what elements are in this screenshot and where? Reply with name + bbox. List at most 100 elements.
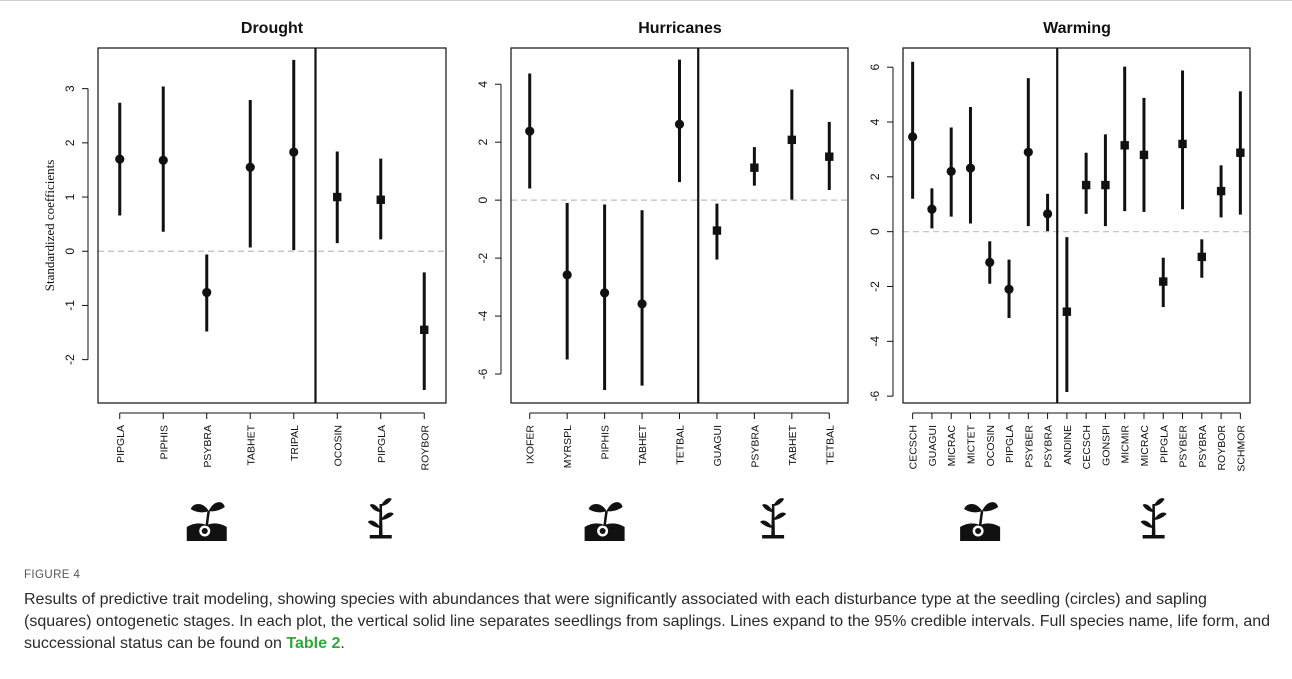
sapling-point — [1178, 139, 1187, 149]
seedling-icon — [186, 502, 227, 541]
table-2-link[interactable]: Table 2 — [286, 635, 341, 652]
sapling-icon — [760, 498, 787, 539]
x-tick-label: TETBAL — [824, 425, 836, 465]
x-tick-label: OCOSIN — [985, 425, 997, 466]
x-tick-label: CECSCH — [908, 425, 920, 469]
sapling-point — [1101, 180, 1110, 190]
seedling-point — [1042, 209, 1053, 219]
x-tick-label: GUAGUI — [712, 425, 724, 466]
y-tick-label: 4 — [868, 118, 882, 125]
sapling-point — [333, 192, 342, 202]
x-tick-label: ROYBOR — [1216, 425, 1228, 471]
x-tick-label: ANDINE — [1062, 425, 1074, 465]
sapling-icon — [1140, 498, 1167, 539]
seedling-point — [908, 132, 918, 142]
seedling-point — [1023, 147, 1033, 157]
sapling-icon — [367, 498, 394, 539]
sapling-point — [1139, 150, 1149, 160]
y-tick-label: 6 — [868, 64, 882, 71]
sapling-point — [1081, 180, 1091, 190]
sapling-point — [376, 195, 385, 204]
x-tick-label: PSYBRA — [202, 425, 214, 468]
y-tick-label: 2 — [476, 139, 490, 146]
sapling-point — [1216, 186, 1226, 196]
x-tick-label: MICRAC — [1139, 425, 1151, 467]
sapling-point — [787, 135, 797, 145]
seedling-icon — [960, 502, 1001, 541]
panel-title: Drought — [241, 20, 304, 37]
y-tick-label: -6 — [868, 390, 882, 401]
plot-frame — [510, 47, 849, 404]
caption-part-1: Results of predictive trait modeling, sh… — [24, 591, 1271, 652]
y-tick-label: -2 — [868, 281, 882, 292]
seedling-point — [985, 257, 995, 267]
x-tick-label: SCHMOR — [1235, 425, 1247, 472]
sapling-point — [1062, 307, 1072, 316]
seedling-point — [245, 162, 255, 172]
y-tick-label: 4 — [476, 81, 490, 88]
panel-title: Hurricanes — [638, 20, 722, 37]
y-tick-label: -2 — [63, 354, 77, 365]
x-tick-label: PSYBRA — [749, 425, 761, 468]
x-tick-label: TETBAL — [675, 425, 687, 465]
y-tick-label: -4 — [476, 310, 490, 321]
plot-frame — [902, 47, 1251, 404]
figure-caption: FIGURE 4 Results of predictive trait mod… — [24, 569, 1274, 655]
x-tick-label: PIPGLA — [115, 425, 127, 463]
y-tick-label: 2 — [868, 173, 882, 180]
sapling-point — [1197, 252, 1207, 262]
sapling-point — [825, 152, 834, 161]
seedling-point — [1004, 284, 1014, 294]
x-tick-label: PIPGLA — [1158, 425, 1170, 463]
y-tick-label: -1 — [63, 300, 77, 311]
seedling-point — [946, 166, 956, 176]
figure-chart: Drought -2 -1 0 1 2 3 Standardized coefficients… — [42, 20, 1251, 541]
seedling-point — [525, 126, 535, 136]
seedling-point — [158, 155, 168, 165]
y-tick-label: -4 — [868, 336, 882, 347]
seedling-point — [674, 119, 685, 129]
seedling-point — [965, 163, 976, 173]
x-tick-label: MICMIR — [1120, 425, 1132, 464]
figure-label: FIGURE 4 — [24, 569, 81, 581]
plot-frame — [97, 47, 447, 404]
caption-text: Results of predictive trait modeling, sh… — [24, 589, 1274, 655]
y-tick-label: 0 — [868, 228, 882, 235]
x-tick-label: PIPGLA — [376, 425, 388, 463]
x-tick-label: MYRSPL — [562, 425, 574, 468]
x-tick-label: PSYBRA — [1043, 425, 1055, 468]
panel-hurricanes: Hurricanes -6 -4 -2 0 2 4 IXOFER MYRSPL PIPHIS TAB… — [476, 20, 849, 541]
x-tick-label: PIPGLA — [1004, 425, 1016, 463]
seedling-point — [637, 299, 647, 309]
seedling-point — [562, 270, 572, 280]
panel-title: Warming — [1043, 20, 1111, 37]
x-tick-label: PSYBER — [1178, 425, 1190, 468]
x-tick-label: PIPHIS — [600, 425, 612, 459]
x-tick-label: TRIPAL — [289, 425, 301, 461]
x-tick-label: MICTET — [965, 424, 977, 464]
y-tick-label: 3 — [63, 85, 77, 92]
x-tick-label: OCOSIN — [332, 425, 344, 466]
x-tick-label: GONSPI — [1100, 425, 1112, 466]
seedling-point — [289, 147, 299, 157]
x-tick-label: CECSCH — [1081, 425, 1093, 469]
y-tick-label: 2 — [63, 139, 77, 146]
x-tick-label: IXOFER — [525, 425, 537, 465]
x-tick-label: ROYBOR — [419, 425, 431, 471]
y-tick-label: 1 — [63, 193, 77, 200]
seedling-point — [115, 154, 125, 164]
x-tick-label: GUAGUI — [927, 425, 939, 466]
x-tick-label: PSYBRA — [1197, 425, 1209, 468]
sapling-point — [1120, 141, 1129, 150]
seedling-point — [927, 204, 937, 214]
panel-drought: Drought -2 -1 0 1 2 3 Standardized coefficients… — [42, 20, 447, 541]
x-tick-label: MICRAC — [946, 425, 958, 467]
x-tick-label: PIPHIS — [158, 425, 170, 459]
y-tick-label: -2 — [476, 252, 490, 263]
panel-warming: Warming -6 -4 -2 0 2 4 6 CECSCH GUAGUI MICRAC MICTE… — [868, 20, 1251, 541]
sapling-point — [1236, 148, 1245, 157]
top-divider — [0, 0, 1292, 1]
x-tick-label: TABHET — [637, 424, 649, 465]
sapling-point — [712, 226, 722, 235]
